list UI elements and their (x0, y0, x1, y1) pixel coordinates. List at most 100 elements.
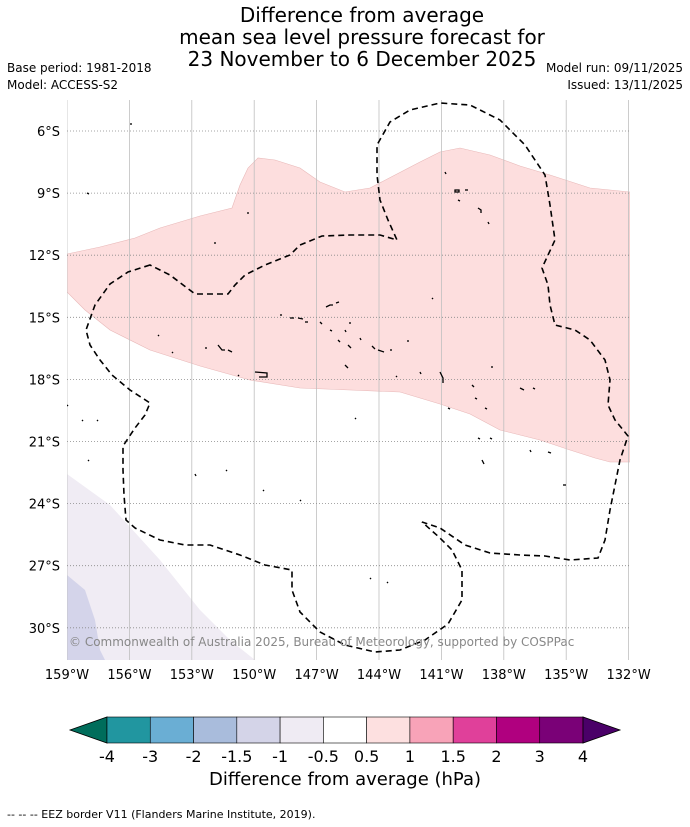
model-run: Model run: 09/11/2025 (545, 61, 683, 75)
colorbar-tick-label: 3 (535, 747, 545, 766)
island (439, 371, 444, 383)
colorbar-label: Difference from average (hPa) (208, 769, 482, 790)
eez-border (85, 102, 629, 653)
island (532, 387, 536, 390)
colorbar-segment (236, 716, 281, 744)
island (325, 304, 333, 308)
latitude-label: 24°S (29, 498, 60, 513)
island (447, 407, 451, 410)
colorbar-ticks: -4 -3 -2 -1.5 -1 -0.5 0.5 1 1.5 2 3 4 (99, 747, 588, 766)
island (225, 469, 228, 472)
colorbar-tick-label: -3 (142, 747, 158, 766)
island (96, 419, 99, 422)
island (519, 387, 525, 391)
latitude-label: 15°S (29, 311, 60, 326)
copyright-notice: © Commonwealth of Australia 2025, Bureau… (69, 635, 574, 649)
island (227, 349, 233, 353)
title-line-1: Difference from average (239, 3, 485, 27)
base-period: Base period: 1981-2018 (7, 61, 152, 75)
island (487, 221, 490, 225)
colorbar-tick-label: 1.5 (440, 747, 465, 766)
latitude-label: 6°S (37, 125, 60, 140)
colorbar-segment (366, 716, 411, 744)
island (481, 459, 485, 465)
island (529, 449, 532, 453)
island (171, 351, 174, 354)
longitude-labels: 159°W 156°W 153°W 150°W 147°W 144°W 141°W 138°W… (45, 668, 651, 683)
island (395, 375, 398, 378)
island (157, 334, 160, 337)
longitude-label: 156°W (107, 668, 151, 683)
colorbar-tick-label: -1.5 (221, 747, 252, 766)
colorbar-tick-label: 4 (578, 747, 588, 766)
island (419, 371, 422, 375)
island (547, 451, 552, 454)
title-line-3: 23 November to 6 December 2025 (187, 47, 537, 71)
colorbar-segment (496, 716, 541, 744)
islands (67, 123, 566, 584)
island (371, 345, 376, 350)
island (457, 199, 461, 202)
colorbar-tick-label: 2 (491, 747, 501, 766)
island (319, 321, 323, 325)
colorbar-extend-low (68, 716, 108, 744)
longitude-label: 159°W (45, 668, 89, 683)
island (217, 344, 225, 351)
longitude-label: 141°W (419, 668, 463, 683)
colorbar-segment (149, 716, 194, 744)
island (369, 577, 372, 580)
longitude-label: 132°W (607, 668, 651, 683)
island (359, 337, 362, 341)
colorbar-extend-high (582, 716, 622, 744)
island (386, 581, 389, 584)
gridlines (67, 100, 630, 660)
colorbar-tick-label: -1 (272, 747, 288, 766)
colorbar-segment (409, 716, 454, 744)
longitude-label: 150°W (232, 668, 276, 683)
island (489, 437, 493, 440)
latitude-label: 30°S (29, 622, 60, 637)
colorbar-tick-label: 1 (405, 747, 415, 766)
longitude-label: 138°W (482, 668, 526, 683)
latitude-labels: 6°S 9°S 12°S 15°S 18°S 21°S 24°S 27°S 30°S (29, 125, 60, 637)
title-line-2: mean sea level pressure forecast for (179, 25, 545, 49)
colorbar-tick-label: -2 (186, 747, 202, 766)
island (337, 339, 341, 343)
colorbar-segment (452, 716, 497, 744)
island (471, 384, 475, 388)
colorbar (68, 716, 622, 744)
island (329, 329, 333, 332)
island (237, 374, 240, 377)
island (67, 404, 69, 407)
longitude-label: 153°W (170, 668, 214, 683)
colorbar-tick-label: -4 (99, 747, 115, 766)
island (262, 489, 265, 492)
latitude-label: 18°S (29, 373, 60, 388)
colorbar-tick-label: -0.5 (308, 747, 339, 766)
island (87, 459, 90, 462)
island (477, 207, 482, 213)
negative-anomaly-core (67, 575, 105, 660)
latitude-label: 12°S (29, 249, 60, 264)
colorbar-tick-label: 0.5 (354, 747, 379, 766)
island (344, 329, 347, 333)
island (335, 301, 340, 304)
negative-anomaly-region (67, 474, 255, 660)
longitude-label: 135°W (544, 668, 588, 683)
island (297, 317, 304, 320)
latitude-label: 27°S (29, 560, 60, 575)
latitude-label: 21°S (29, 436, 60, 451)
colorbar-segment (323, 716, 367, 744)
footer-note: -- -- -- EEZ border V11 (Flanders Marine… (7, 808, 316, 821)
issued-date: Issued: 13/11/2025 (567, 78, 683, 92)
latitude-label: 9°S (37, 187, 60, 202)
island (474, 397, 478, 400)
colorbar-segment (106, 716, 151, 744)
island (484, 407, 488, 410)
colorbar-segment (193, 716, 238, 744)
colorbar-segment (539, 716, 584, 744)
island (344, 364, 349, 369)
island (347, 344, 352, 349)
island (194, 473, 197, 477)
